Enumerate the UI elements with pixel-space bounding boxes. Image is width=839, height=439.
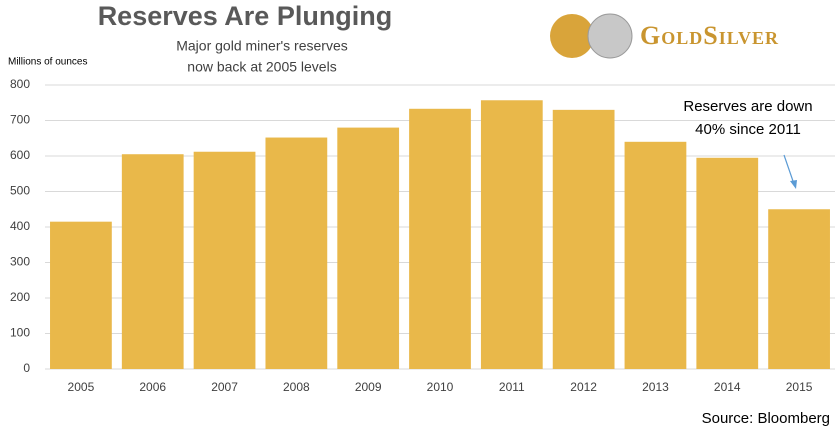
bar [480, 100, 543, 369]
bar [265, 137, 328, 369]
bar [121, 154, 184, 369]
bar [50, 221, 112, 369]
bar [337, 127, 400, 369]
annotation-arrow [783, 154, 795, 185]
bar [624, 141, 687, 369]
bar [552, 109, 615, 369]
subtitle: now back at 2005 levels [187, 59, 336, 75]
x-tick-label: 2009 [355, 380, 382, 394]
x-tick-label: 2013 [642, 380, 669, 394]
gold-coin [550, 14, 594, 58]
silver-coin [587, 13, 633, 59]
bar [193, 151, 256, 369]
plot: 0 100 200 300 400 500 600 700 800 2005 2006 2007 200… [10, 77, 835, 394]
y-tick-label: 100 [10, 326, 30, 340]
bar [696, 157, 759, 369]
y-tick-label: 800 [10, 77, 30, 91]
x-tick-label: 2014 [714, 380, 741, 394]
y-tick-label: 500 [10, 184, 30, 198]
y-tick-label: 200 [10, 290, 30, 304]
y-tick-label: 0 [23, 361, 30, 375]
y-tick-label: 400 [10, 219, 30, 233]
bar [768, 209, 830, 369]
bar [409, 108, 471, 369]
logo-text: GoldSilver [640, 21, 779, 50]
y-tick-label: 300 [10, 255, 30, 269]
x-tick-label: 2005 [68, 380, 95, 394]
x-tick-label: 2011 [499, 380, 525, 394]
x-tick-label: 2006 [139, 380, 166, 394]
chart-title: Reserves Are Plunging [98, 1, 393, 31]
y-tick-label: 700 [10, 113, 30, 127]
x-tick-label: 2015 [786, 380, 813, 394]
logo-coins [550, 13, 633, 59]
source: Source: Bloomberg [702, 410, 830, 427]
annotation: Reserves are down [683, 98, 812, 115]
arrow-head [790, 180, 797, 189]
x-tick-label: 2008 [283, 380, 310, 394]
annotation: 40% since 2011 [695, 121, 801, 138]
x-tick-label: 2010 [427, 380, 454, 394]
y-tick-label: 600 [10, 148, 30, 162]
subtitle: Major gold miner's reserves [176, 38, 348, 54]
y-axis-label: Millions of ounces [8, 57, 87, 68]
x-tick-label: 2007 [211, 380, 238, 394]
x-tick-label: 2012 [570, 380, 597, 394]
